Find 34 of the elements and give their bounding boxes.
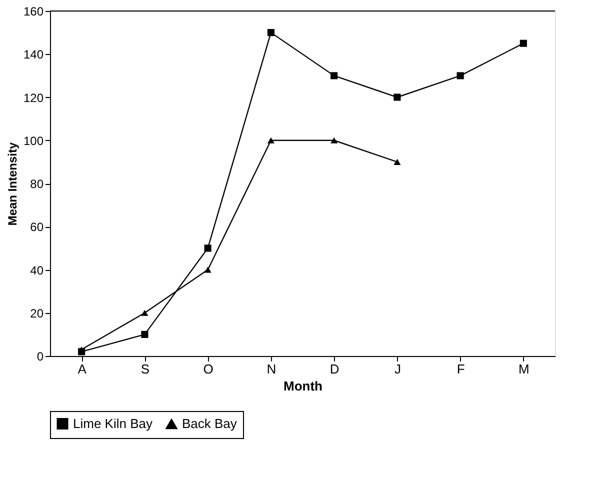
point: [267, 137, 274, 144]
y-tick-label: 0: [36, 350, 44, 364]
y-tick-label: 60: [30, 220, 44, 234]
point: [520, 40, 527, 47]
y-tick-label: 20: [30, 306, 44, 320]
point: [267, 29, 274, 36]
legend-label: Back Bay: [182, 416, 238, 432]
point: [394, 158, 401, 165]
point: [204, 244, 212, 252]
x-tick-label: S: [140, 362, 150, 376]
y-axis-title: Mean Intensity: [5, 142, 20, 226]
point: [204, 266, 212, 273]
x-tick-label: F: [456, 362, 465, 376]
x-tick-label: D: [330, 362, 340, 376]
y-tick-label: 80: [30, 177, 44, 191]
y-tick-label: 140: [23, 48, 44, 62]
x-tick-label: N: [266, 362, 276, 376]
x-tick-label: O: [203, 362, 214, 376]
legend-label: Lime Kiln Bay: [73, 416, 153, 431]
point: [141, 330, 148, 338]
x-tick-label: A: [78, 362, 87, 376]
y-tick-label: 40: [30, 263, 44, 278]
point: [456, 72, 464, 80]
x-tick-label: M: [518, 362, 530, 376]
point: [394, 94, 401, 101]
point: [141, 310, 148, 316]
y-tick-label: 120: [23, 90, 44, 105]
point: [330, 72, 338, 80]
point: [78, 346, 86, 353]
x-tick-label: J: [394, 362, 401, 376]
y-tick-label: 100: [23, 134, 44, 148]
point: [330, 137, 338, 144]
y-tick-label: 160: [23, 4, 44, 18]
x-axis-title: Month: [284, 378, 323, 394]
